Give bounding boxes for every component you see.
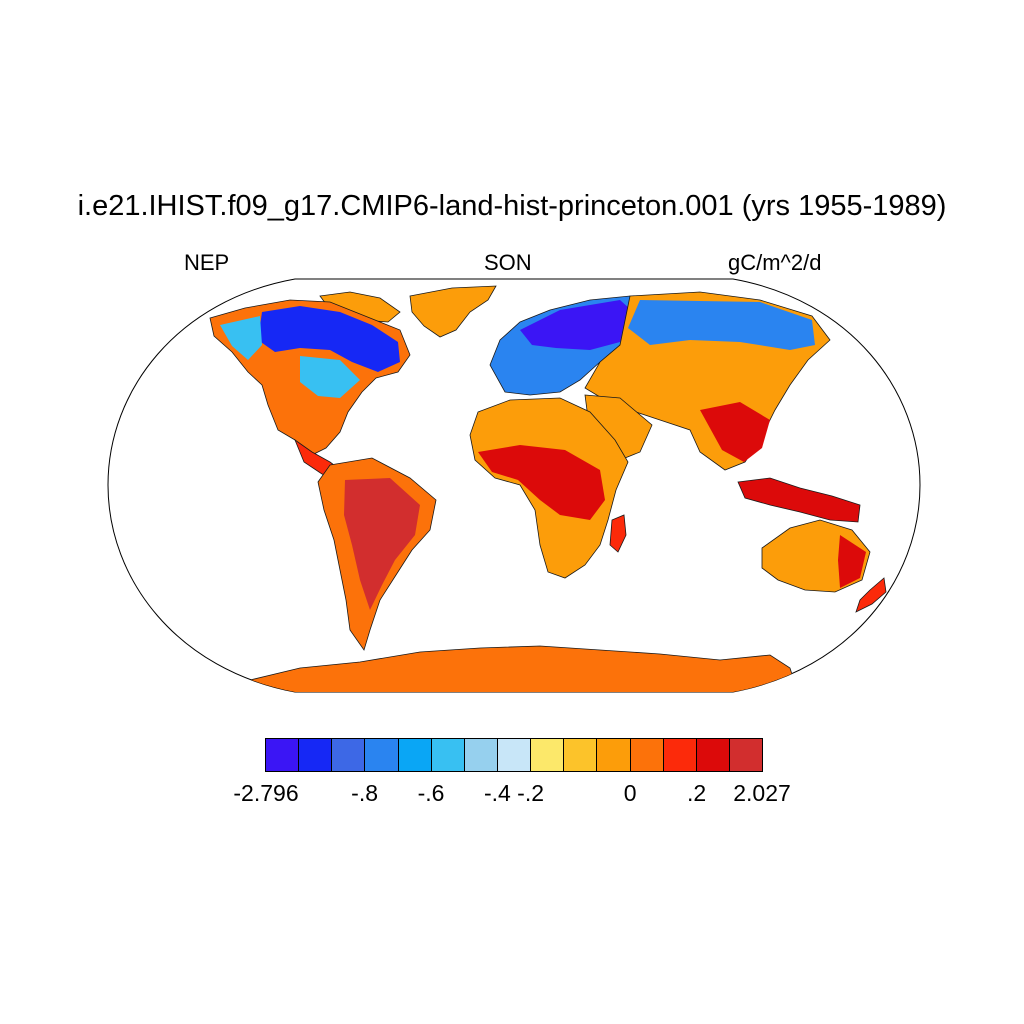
colorbar-box	[531, 739, 565, 771]
colorbar-box	[365, 739, 399, 771]
colorbar-box	[266, 739, 300, 771]
asia-south	[700, 402, 770, 462]
new-zealand	[855, 577, 887, 613]
africa-tropics	[478, 445, 605, 520]
asia-north	[628, 300, 815, 350]
madagascar	[609, 514, 627, 553]
antarctica	[229, 645, 801, 692]
units-label: gC/m^2/d	[728, 250, 822, 275]
colorbar-tick-label: -2.796	[233, 780, 299, 806]
colorbar-box	[497, 739, 532, 771]
colorbar-tick-label: -.2	[517, 780, 545, 806]
colorbar-tick-label: 0	[623, 780, 637, 806]
colorbar-box	[696, 739, 730, 771]
europe-cold	[520, 300, 640, 350]
colorbar-labels: -2.796 -.8 -.6 -.4 -.2 0 .2 2.027	[0, 780, 1024, 810]
variable-label: NEP	[184, 250, 230, 275]
colorbar-box	[464, 739, 498, 771]
north-america-cool	[220, 316, 360, 398]
australia-east	[838, 535, 866, 588]
figure-title: i.e21.IHIST.f09_g17.CMIP6-land-hist-prin…	[77, 190, 947, 222]
colorbar-box	[729, 739, 763, 771]
colorbar-tick-label: .2	[687, 780, 707, 806]
colorbar-tick-label: -.4	[483, 780, 511, 806]
colorbar-box	[630, 739, 664, 771]
colorbar-tick-label: -.8	[351, 780, 379, 806]
maritime-southeast-asia	[737, 477, 861, 523]
colorbar-box	[663, 739, 697, 771]
colorbar-box	[398, 739, 432, 771]
colorbar-box	[564, 739, 598, 771]
colorbar-box	[299, 739, 333, 771]
season-label: SON	[484, 250, 532, 275]
colorbar-box	[332, 739, 366, 771]
south-america-core	[344, 478, 420, 610]
north-america-cold	[258, 306, 400, 372]
colorbar-tick-label: 2.027	[733, 780, 791, 806]
colorbar-box	[597, 739, 631, 771]
colorbar	[265, 738, 763, 772]
colorbar-tick-label: -.6	[417, 780, 445, 806]
greenland	[409, 285, 497, 338]
colorbar-box	[431, 739, 465, 771]
